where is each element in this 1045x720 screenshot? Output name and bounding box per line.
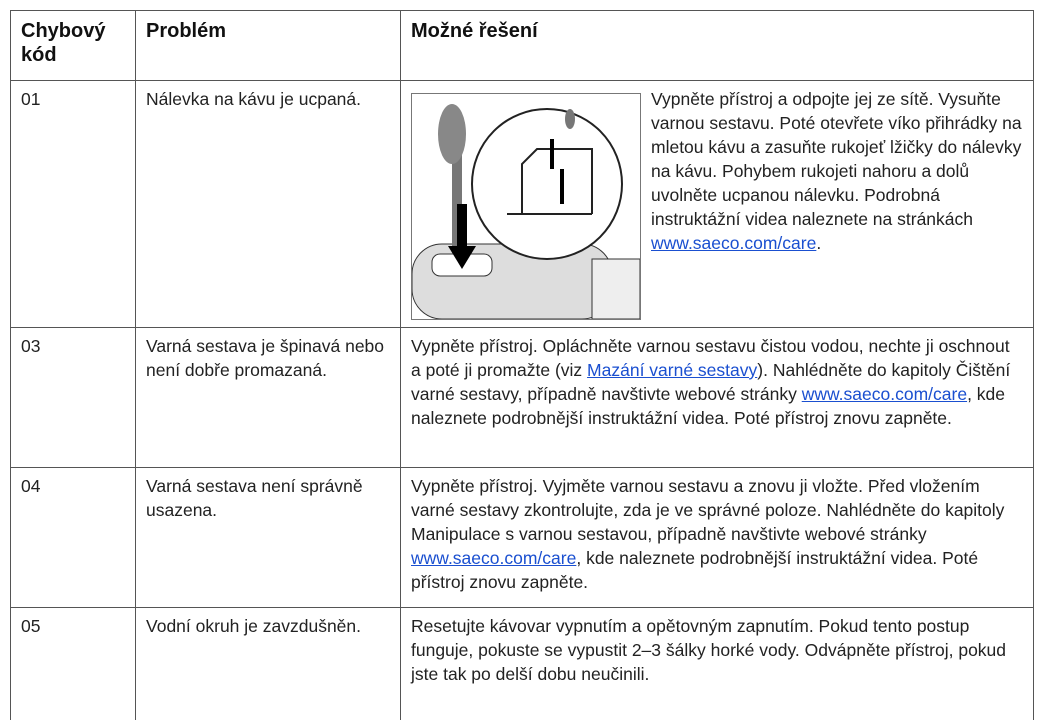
cell-solution: Vypněte přístroj. Opláchněte varnou sest… xyxy=(400,327,1034,468)
solution-text: Vypněte přístroj. Opláchněte varnou sest… xyxy=(411,334,1023,430)
cell-problem: Vodní okruh je zavzdušněn. xyxy=(135,607,401,720)
table-row: 04 Varná sestava není správně usazena. Vyp… xyxy=(10,467,1034,608)
text-segment: . xyxy=(816,233,822,253)
image-frame xyxy=(411,93,641,320)
solution-with-image: Vypněte přístroj a odpojte jej ze sítě. … xyxy=(411,87,1023,320)
table-row: 05 Vodní okruh je zavzdušněn. Resetujte ká… xyxy=(10,607,1034,720)
text-segment: Vypněte přístroj a odpojte jej ze sítě. … xyxy=(651,89,1022,229)
link[interactable]: www.saeco.com/care xyxy=(651,233,817,253)
text-segment: ). Nahlédněte do kapitoly Čištění varné … xyxy=(411,360,1011,404)
cell-problem: Varná sestava není správně usazena. xyxy=(135,467,401,608)
cell-code: 03 xyxy=(10,327,136,468)
illustration xyxy=(411,104,641,320)
text-segment: Vypněte přístroj. Opláchněte varnou sest… xyxy=(411,336,1010,380)
error-table: Chybový kód Problém Možné řešení 01 Nálev… xyxy=(10,10,1034,720)
cell-problem: Varná sestava je špinavá nebo není dobře… xyxy=(135,327,401,468)
link[interactable]: www.saeco.com/care xyxy=(801,384,968,404)
solution-text: Resetujte kávovar vypnutím a opětovným z… xyxy=(411,614,1023,686)
text-segment: Vypněte přístroj. Vyjměte varnou sestavu… xyxy=(411,476,1005,544)
cell-code: 04 xyxy=(10,467,136,608)
header-solution: Možné řešení xyxy=(400,10,1034,81)
link[interactable]: Mazání varné sestavy xyxy=(587,360,758,380)
cell-problem: Nálevka na kávu je ucpaná. xyxy=(135,80,401,328)
cell-code: 05 xyxy=(10,607,136,720)
table-body: 01 Nálevka na kávu je ucpaná. Vypněte pří… xyxy=(10,80,1034,720)
header-row: Chybový kód Problém Možné řešení xyxy=(10,10,1034,81)
header-problem: Problém xyxy=(135,10,401,81)
cell-solution: Vypněte přístroj a odpojte jej ze sítě. … xyxy=(400,80,1034,328)
link[interactable]: www.saeco.com/care xyxy=(411,548,577,568)
cell-solution: Resetujte kávovar vypnutím a opětovným z… xyxy=(400,607,1034,720)
text-segment: Resetujte kávovar vypnutím a opětovným z… xyxy=(411,616,1007,684)
header-code: Chybový kód xyxy=(10,10,136,81)
table-row: 01 Nálevka na kávu je ucpaná. Vypněte pří… xyxy=(10,80,1034,328)
cell-code: 01 xyxy=(10,80,136,328)
text-segment: , kde naleznete podrobnější instruktážní… xyxy=(411,548,979,592)
text-segment: , kde naleznete podrobnější instruktážní… xyxy=(411,384,1006,428)
solution-text: Vypněte přístroj a odpojte jej ze sítě. … xyxy=(651,87,1023,320)
cell-solution: Vypněte přístroj. Vyjměte varnou sestavu… xyxy=(400,467,1034,608)
table-row: 03 Varná sestava je špinavá nebo není dob… xyxy=(10,327,1034,468)
solution-text: Vypněte přístroj. Vyjměte varnou sestavu… xyxy=(411,474,1023,594)
